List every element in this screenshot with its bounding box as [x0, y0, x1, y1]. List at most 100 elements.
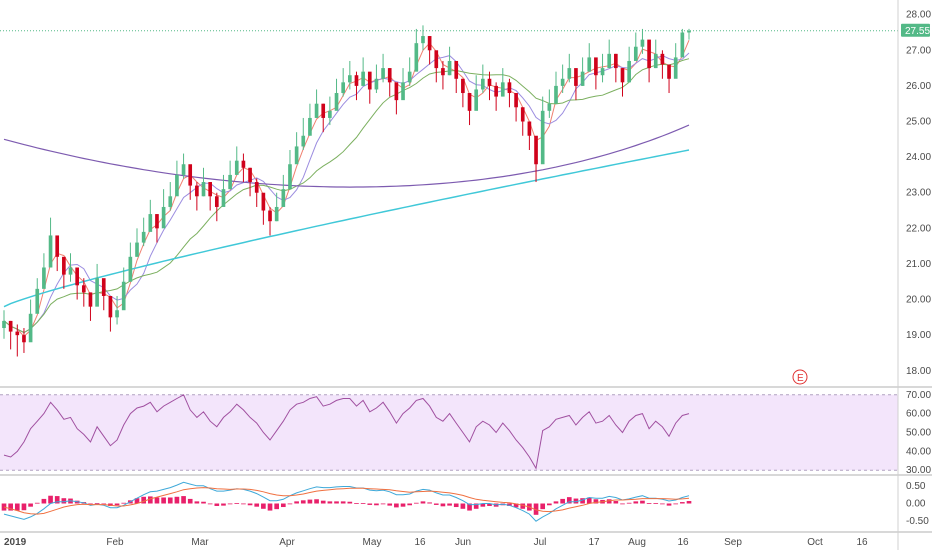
candle-body[interactable]: [347, 75, 352, 83]
candle-body[interactable]: [241, 160, 246, 168]
candle-body[interactable]: [281, 189, 286, 207]
candle-body[interactable]: [540, 110, 545, 165]
candle-body[interactable]: [261, 192, 266, 211]
candle-body[interactable]: [68, 267, 73, 275]
candle-body[interactable]: [481, 78, 485, 90]
candle-body[interactable]: [441, 68, 445, 76]
candle-body[interactable]: [560, 78, 565, 86]
rsi-pane[interactable]: [0, 394, 898, 471]
candle-body[interactable]: [294, 146, 299, 165]
candle-body[interactable]: [22, 335, 26, 343]
candle-body[interactable]: [155, 214, 159, 229]
candle-body[interactable]: [520, 107, 525, 122]
candle-body[interactable]: [567, 68, 572, 79]
candle-body[interactable]: [614, 53, 618, 69]
candle-body[interactable]: [660, 53, 665, 65]
candle-body[interactable]: [35, 288, 40, 314]
candle-body[interactable]: [101, 278, 106, 296]
candle-body[interactable]: [201, 182, 206, 197]
candle-body[interactable]: [121, 281, 126, 311]
candle-body[interactable]: [181, 164, 186, 175]
candle-body[interactable]: [600, 68, 605, 76]
candle-body[interactable]: [115, 310, 119, 318]
candle-body[interactable]: [248, 167, 252, 183]
candle-body[interactable]: [607, 53, 612, 69]
candle-body[interactable]: [387, 68, 392, 83]
candle-body[interactable]: [594, 57, 598, 76]
candle-body[interactable]: [308, 117, 312, 136]
candle-body[interactable]: [434, 50, 439, 69]
macd-pane[interactable]: [1, 481, 692, 522]
candle-body[interactable]: [62, 256, 66, 275]
candle-body[interactable]: [487, 78, 492, 86]
candle-body[interactable]: [208, 182, 212, 197]
candle-body[interactable]: [321, 103, 326, 118]
candle-body[interactable]: [394, 82, 399, 101]
candle-body[interactable]: [374, 78, 379, 90]
candle-body[interactable]: [633, 46, 638, 61]
candle-body[interactable]: [42, 267, 46, 289]
candle-body[interactable]: [268, 210, 272, 222]
candle-body[interactable]: [407, 71, 412, 83]
candle-body[interactable]: [341, 82, 346, 94]
candle-body[interactable]: [168, 196, 173, 207]
candle-body[interactable]: [627, 60, 631, 83]
candle-body[interactable]: [361, 71, 365, 86]
candle-body[interactable]: [454, 60, 459, 79]
candle-body[interactable]: [214, 196, 219, 207]
candle-body[interactable]: [354, 75, 359, 86]
candle-body[interactable]: [667, 64, 671, 79]
price-pane[interactable]: [0, 25, 898, 357]
candle-body[interactable]: [547, 103, 552, 111]
candle-body[interactable]: [188, 164, 193, 186]
candle-body[interactable]: [15, 331, 20, 336]
candle-body[interactable]: [587, 57, 592, 72]
candle-body[interactable]: [447, 60, 452, 76]
candle-body[interactable]: [574, 68, 578, 86]
candle-body[interactable]: [195, 185, 199, 197]
candle-body[interactable]: [680, 32, 685, 58]
candle-body[interactable]: [474, 89, 479, 111]
candle-body[interactable]: [288, 164, 292, 190]
candle-body[interactable]: [8, 320, 13, 332]
candle-body[interactable]: [161, 206, 166, 229]
candle-body[interactable]: [687, 30, 691, 33]
candle-body[interactable]: [48, 235, 53, 268]
candle-body[interactable]: [274, 206, 279, 222]
candle-body[interactable]: [534, 135, 538, 165]
candle-body[interactable]: [381, 68, 385, 79]
candle-body[interactable]: [500, 82, 505, 97]
candle-body[interactable]: [427, 36, 432, 51]
candle-body[interactable]: [301, 135, 306, 147]
candle-body[interactable]: [507, 82, 512, 94]
candle-body[interactable]: [467, 93, 472, 111]
candle-body[interactable]: [494, 85, 498, 97]
candle-body[interactable]: [647, 39, 651, 69]
candle-body[interactable]: [514, 93, 518, 108]
candle-body[interactable]: [367, 71, 372, 90]
candle-body[interactable]: [653, 53, 658, 69]
candle-body[interactable]: [580, 71, 585, 86]
candle-body[interactable]: [334, 93, 339, 111]
candle-body[interactable]: [128, 256, 133, 282]
candle-body[interactable]: [414, 43, 419, 72]
earnings-event-marker[interactable]: E: [792, 369, 808, 385]
candle-body[interactable]: [421, 36, 425, 44]
candle-body[interactable]: [81, 285, 86, 293]
candle-body[interactable]: [175, 174, 179, 197]
candle-body[interactable]: [554, 85, 558, 104]
candle-body[interactable]: [2, 320, 6, 329]
candle-body[interactable]: [254, 182, 259, 193]
candle-body[interactable]: [401, 82, 405, 101]
candle-body[interactable]: [620, 68, 625, 83]
candle-body[interactable]: [640, 39, 645, 47]
candle-body[interactable]: [314, 103, 319, 118]
candle-body[interactable]: [75, 267, 79, 286]
candle-body[interactable]: [108, 295, 113, 318]
candle-body[interactable]: [141, 231, 146, 243]
candle-body[interactable]: [55, 235, 60, 257]
candle-body[interactable]: [228, 174, 232, 190]
candle-body[interactable]: [221, 189, 226, 207]
candle-body[interactable]: [135, 242, 139, 257]
candle-body[interactable]: [673, 57, 678, 79]
